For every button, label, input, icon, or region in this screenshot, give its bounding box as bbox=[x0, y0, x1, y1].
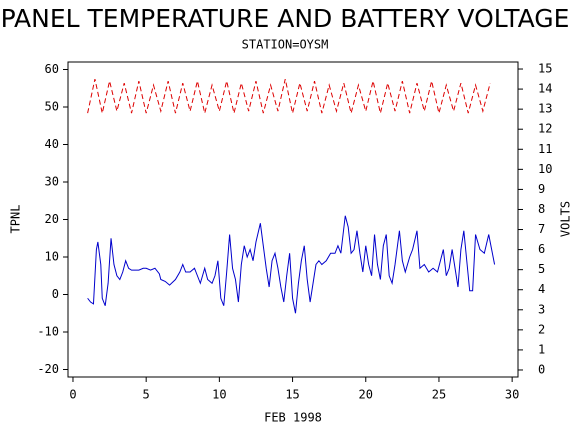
y2-axis-label: VOLTS bbox=[559, 201, 570, 237]
x-tick-label: 5 bbox=[143, 388, 150, 402]
y-tick-label: 30 bbox=[45, 175, 59, 189]
y2-tick-label: 14 bbox=[538, 82, 552, 96]
y2-tick-label: 12 bbox=[538, 122, 552, 136]
y2-tick-label: 5 bbox=[538, 262, 545, 276]
x-tick-label: 25 bbox=[432, 388, 446, 402]
y2-tick-label: 8 bbox=[538, 202, 545, 216]
data-line bbox=[88, 216, 495, 314]
y-tick-label: 60 bbox=[45, 62, 59, 76]
y2-tick-label: 4 bbox=[538, 282, 545, 296]
y2-tick-label: 6 bbox=[538, 242, 545, 256]
y-axis-label: TPNL bbox=[9, 205, 23, 234]
x-tick-label: 15 bbox=[285, 388, 299, 402]
x-axis-label: FEB 1998 bbox=[264, 411, 322, 425]
y-tick-label: 0 bbox=[52, 287, 59, 301]
y2-tick-label: 2 bbox=[538, 322, 545, 336]
y-tick-label: -10 bbox=[37, 325, 59, 339]
y-tick-label: -20 bbox=[37, 362, 59, 376]
y2-tick-label: 7 bbox=[538, 222, 545, 236]
y2-tick-label: 1 bbox=[538, 342, 545, 356]
y-tick-label: 10 bbox=[45, 250, 59, 264]
data-line bbox=[88, 79, 491, 113]
chart-subtitle: STATION=OYSM bbox=[242, 38, 329, 52]
y2-tick-label: 13 bbox=[538, 102, 552, 116]
y2-tick-label: 11 bbox=[538, 142, 552, 156]
y-tick-label: 40 bbox=[45, 137, 59, 151]
y2-tick-label: 15 bbox=[538, 62, 552, 76]
y2-tick-label: 0 bbox=[538, 362, 545, 376]
y2-tick-label: 9 bbox=[538, 182, 545, 196]
x-tick-label: 20 bbox=[359, 388, 373, 402]
y-tick-label: 50 bbox=[45, 100, 59, 114]
y-tick-label: 20 bbox=[45, 212, 59, 226]
y2-tick-label: 3 bbox=[538, 302, 545, 316]
y2-tick-label: 10 bbox=[538, 162, 552, 176]
chart-title: PANEL TEMPERATURE AND BATTERY VOLTAGE bbox=[1, 4, 570, 33]
x-tick-label: 10 bbox=[212, 388, 226, 402]
x-tick-label: 0 bbox=[69, 388, 76, 402]
x-tick-label: 30 bbox=[505, 388, 519, 402]
